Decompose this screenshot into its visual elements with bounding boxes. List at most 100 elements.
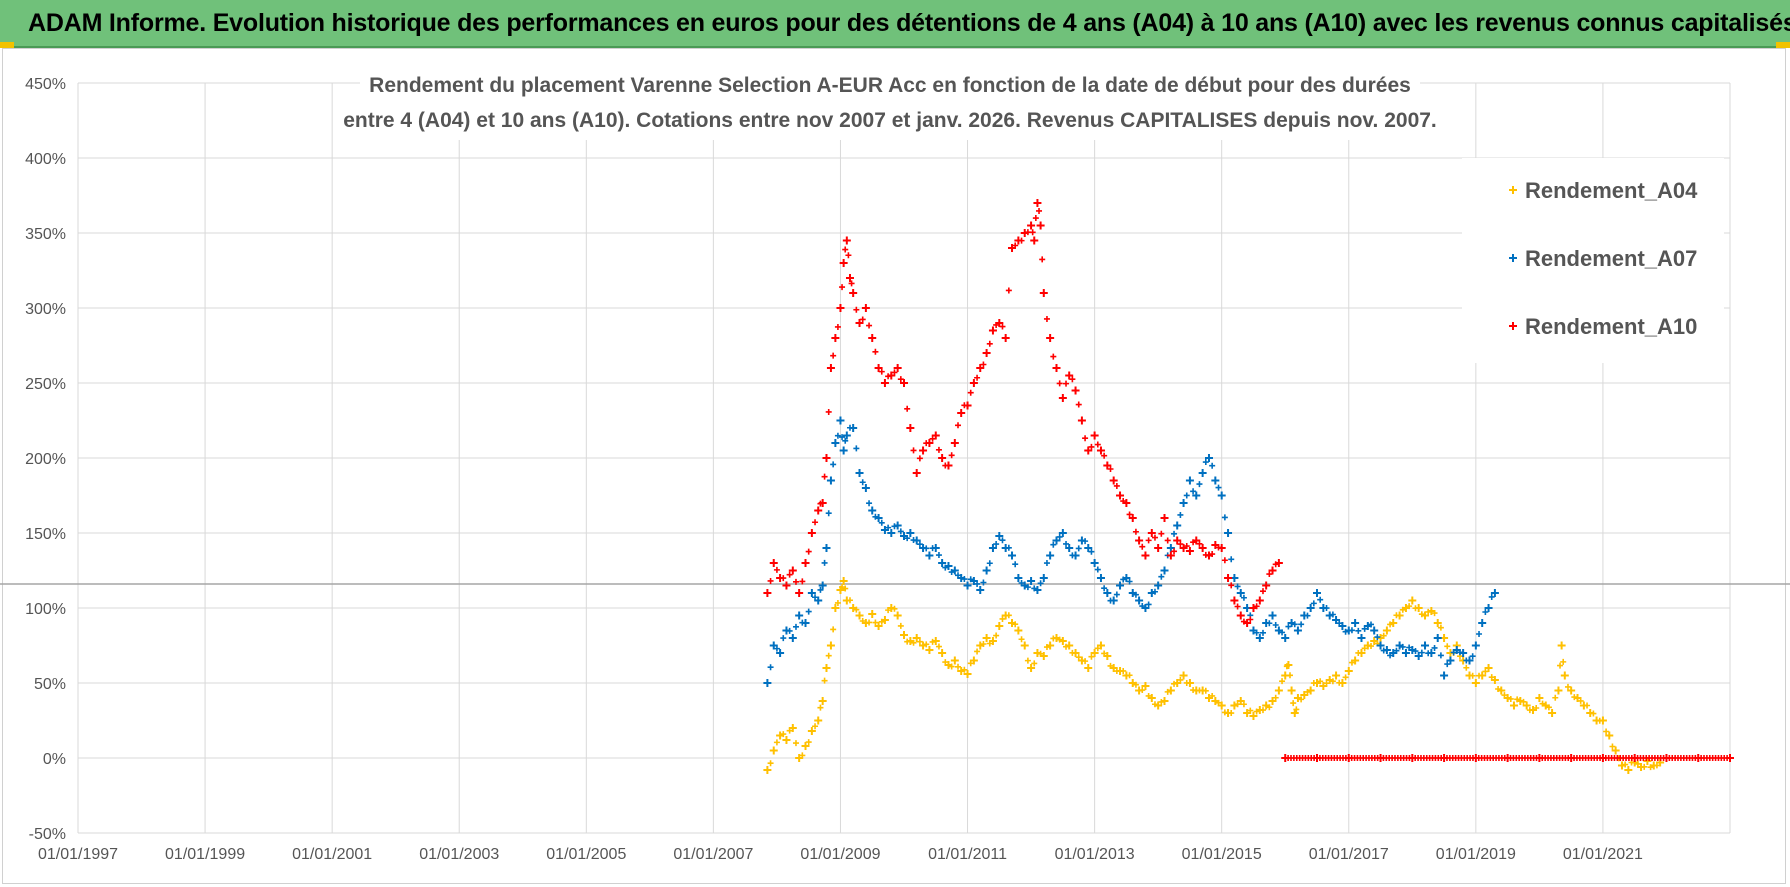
point-rendement-a04	[807, 727, 816, 735]
y-tick-label: 50%	[34, 676, 66, 693]
point-rendement-a04	[1272, 694, 1279, 701]
point-rendement-a04	[773, 739, 780, 746]
point-rendement-a10	[1082, 435, 1089, 442]
point-rendement-a07	[1088, 548, 1095, 555]
point-rendement-a10	[969, 379, 978, 387]
point-rendement-a04	[1141, 682, 1150, 690]
point-rendement-a04	[1287, 672, 1293, 679]
point-rendement-a07	[853, 445, 860, 452]
legend-background	[1462, 158, 1724, 363]
point-rendement-a04	[1548, 709, 1557, 717]
point-rendement-a10	[848, 280, 855, 287]
point-rendement-a07	[826, 476, 835, 485]
point-rendement-a07	[1437, 652, 1444, 659]
point-rendement-a04	[1431, 610, 1438, 617]
y-axis-ticks: -50% 0% 50% 100% 150% 200% 250% 300% 350% 400% 450…	[25, 76, 66, 843]
point-rendement-a10	[1084, 446, 1093, 455]
point-rendement-a10	[818, 499, 827, 507]
point-rendement-a04	[1290, 700, 1297, 707]
point-rendement-a07	[912, 536, 921, 545]
point-rendement-a04	[1323, 680, 1330, 687]
point-rendement-a04	[788, 724, 797, 732]
point-rendement-a04	[855, 611, 864, 620]
point-rendement-a07	[1183, 492, 1190, 499]
point-rendement-a04	[1522, 701, 1531, 710]
point-rendement-a07	[1039, 574, 1048, 582]
point-rendement-a07	[855, 469, 864, 477]
point-rendement-a04	[1039, 652, 1048, 660]
point-rendement-a07	[1202, 459, 1209, 466]
point-rendement-a04	[1357, 649, 1366, 657]
header-bar: ADAM Informe. Evolution historique des p…	[0, 0, 1790, 48]
point-rendement-a10	[1012, 242, 1019, 249]
point-rendement-a04	[880, 616, 889, 624]
page-title: ADAM Informe. Evolution historique des p…	[28, 9, 1790, 37]
point-rendement-a07	[1440, 671, 1449, 680]
x-tick-label: 01/01/1999	[165, 846, 245, 863]
point-rendement-a04	[1332, 671, 1341, 680]
point-rendement-a07	[1166, 544, 1175, 552]
point-rendement-a04	[1005, 612, 1012, 619]
point-rendement-a04	[1096, 641, 1105, 650]
point-rendement-a07	[1317, 596, 1324, 603]
point-rendement-a10	[782, 581, 791, 590]
point-rendement-a04	[769, 746, 778, 755]
point-rendement-a04	[782, 736, 791, 744]
point-rendement-a10	[893, 364, 902, 372]
point-rendement-a04	[1166, 686, 1175, 695]
point-rendement-a07	[1171, 530, 1178, 537]
point-rendement-a04	[1342, 674, 1349, 681]
point-rendement-a04	[830, 626, 837, 633]
point-rendement-a10	[874, 364, 883, 372]
point-rendement-a04	[999, 615, 1006, 622]
point-rendement-a04	[916, 638, 923, 645]
point-rendement-a10	[1113, 482, 1120, 489]
point-rendement-a04	[1338, 679, 1347, 687]
point-rendement-a07	[1374, 634, 1381, 641]
point-rendement-a07	[812, 594, 819, 601]
point-rendement-a07	[1281, 634, 1290, 642]
point-rendement-a10	[1154, 544, 1163, 552]
point-rendement-a10	[1234, 603, 1241, 610]
point-rendement-a07	[769, 641, 778, 650]
point-rendement-a10	[906, 424, 915, 432]
point-rendement-a10	[955, 422, 962, 429]
point-rendement-a07	[1154, 581, 1163, 590]
point-rendement-a07	[1190, 488, 1197, 495]
point-rendement-a10	[1116, 491, 1125, 500]
point-rendement-a10	[814, 506, 823, 515]
point-rendement-a04	[923, 641, 930, 648]
y-tick-label: 450%	[25, 76, 66, 93]
point-rendement-a04	[1075, 654, 1082, 661]
point-rendement-a07	[1259, 629, 1266, 636]
point-rendement-a10	[880, 379, 889, 387]
point-rendement-a07	[1204, 454, 1213, 462]
point-rendement-a10	[763, 589, 772, 597]
corner-accent-right	[1776, 42, 1790, 48]
point-rendement-a07	[1192, 491, 1201, 500]
point-rendement-a10	[1139, 543, 1146, 550]
point-rendement-a04	[950, 656, 959, 665]
point-rendement-a07	[849, 424, 858, 432]
point-rendement-a07	[904, 535, 911, 542]
point-rendement-a07	[773, 645, 780, 652]
point-rendement-a07	[995, 532, 1004, 540]
point-rendement-a07	[1332, 616, 1341, 624]
point-rendement-a07	[1090, 559, 1099, 567]
point-rendement-a07	[1255, 634, 1264, 642]
point-rendement-a10	[780, 575, 787, 582]
point-rendement-a04	[872, 619, 879, 626]
point-rendement-a07	[1236, 589, 1245, 597]
point-rendement-a04	[1554, 686, 1563, 695]
point-rendement-a10	[1183, 543, 1190, 550]
point-rendement-a10	[1173, 536, 1182, 545]
x-tick-label: 01/01/1997	[38, 846, 118, 863]
point-rendement-a04	[1120, 667, 1127, 674]
point-rendement-a04	[1217, 701, 1226, 710]
point-rendement-a07	[1135, 596, 1144, 605]
point-rendement-a07	[1382, 646, 1391, 654]
point-rendement-a04	[982, 634, 991, 642]
point-rendement-a04	[1444, 643, 1451, 650]
point-rendement-a04	[822, 664, 831, 672]
point-rendement-a10	[919, 446, 928, 455]
